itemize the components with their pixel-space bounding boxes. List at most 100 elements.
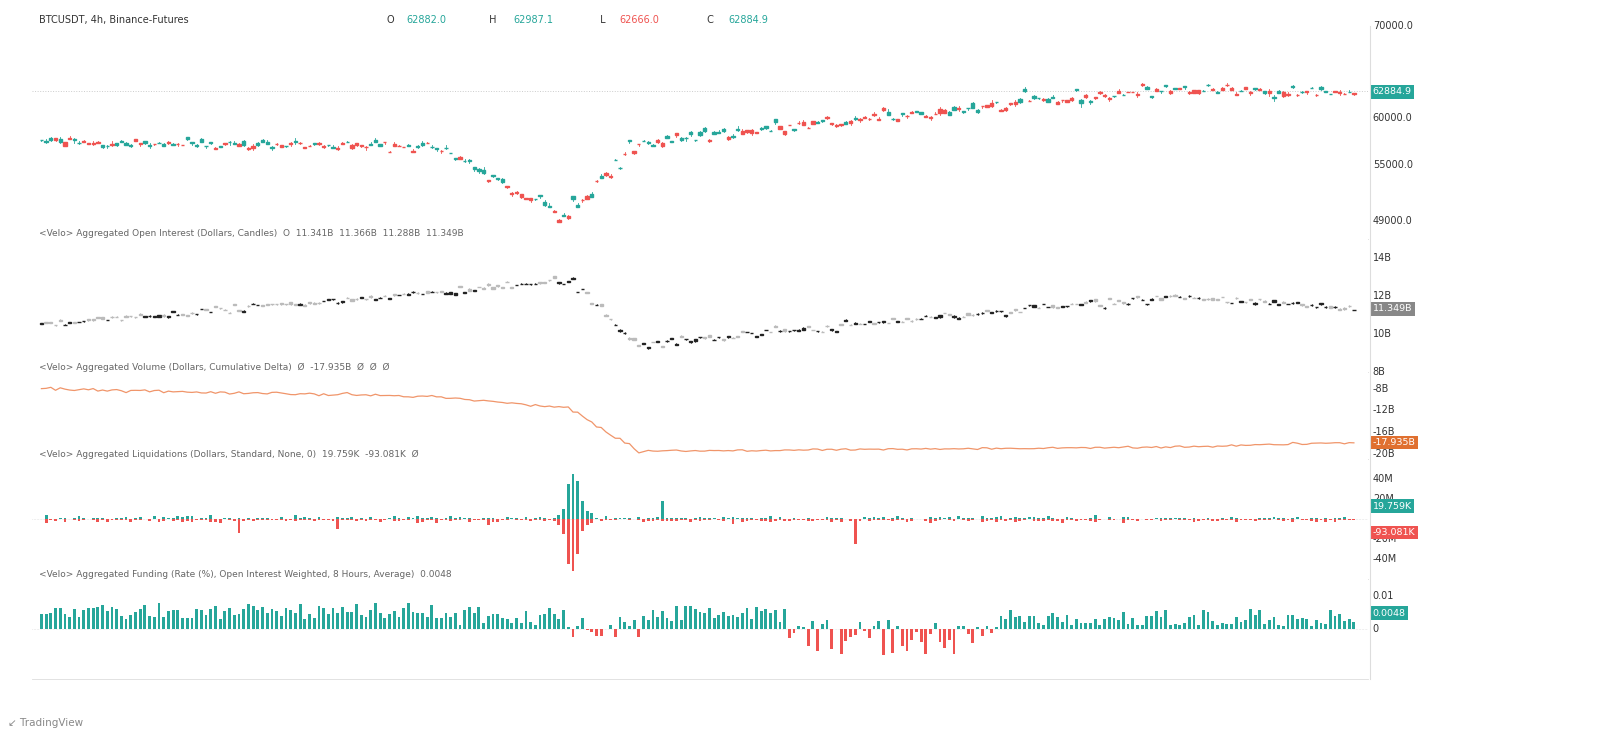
Bar (1182, 623, 1186, 630)
Bar (915, 111, 918, 113)
Bar (486, 616, 490, 630)
Bar (397, 519, 400, 520)
Bar (571, 519, 574, 571)
Bar (610, 625, 613, 630)
Bar (731, 519, 734, 523)
Bar (746, 518, 749, 519)
Bar (314, 519, 315, 521)
Text: H: H (486, 15, 496, 25)
Bar (1019, 616, 1021, 630)
Bar (571, 278, 574, 279)
Bar (299, 518, 301, 519)
Bar (1141, 624, 1144, 630)
Bar (237, 519, 240, 533)
Bar (147, 145, 152, 146)
Bar (1005, 619, 1006, 630)
Bar (1179, 518, 1181, 519)
Bar (1240, 519, 1242, 520)
Text: 11.349B: 11.349B (1373, 304, 1413, 313)
Bar (166, 611, 170, 630)
Bar (195, 144, 198, 146)
Bar (939, 519, 941, 520)
Bar (120, 616, 123, 630)
Bar (350, 519, 354, 520)
Bar (632, 152, 635, 153)
Bar (557, 515, 560, 519)
Bar (746, 608, 749, 630)
Bar (962, 626, 965, 630)
Text: <Velo> Aggregated Volume (Dollars, Cumulative Delta)  Ø  -17.935B  Ø  Ø  Ø: <Velo> Aggregated Volume (Dollars, Cumul… (38, 363, 389, 372)
Bar (360, 519, 363, 520)
Bar (86, 608, 90, 630)
Bar (459, 624, 461, 630)
Bar (859, 621, 861, 630)
Bar (270, 147, 274, 149)
Bar (1000, 516, 1003, 519)
Bar (939, 630, 941, 642)
Bar (64, 143, 67, 146)
Text: <Velo> Aggregated Funding (Rate (%), Open Interest Weighted, 8 Hours, Average)  : <Velo> Aggregated Funding (Rate (%), Ope… (38, 569, 451, 579)
Bar (1018, 99, 1021, 102)
Bar (661, 611, 664, 630)
Bar (586, 519, 589, 526)
Bar (78, 519, 80, 520)
Bar (872, 518, 875, 519)
Bar (515, 192, 518, 193)
Bar (901, 630, 904, 646)
Bar (576, 519, 579, 554)
Bar (690, 606, 693, 630)
Bar (1334, 518, 1336, 519)
Bar (886, 111, 890, 115)
Bar (1122, 612, 1125, 630)
Bar (350, 299, 354, 301)
Bar (1230, 517, 1234, 519)
Bar (1240, 622, 1242, 630)
Bar (322, 608, 325, 630)
Bar (1085, 94, 1088, 97)
Bar (101, 518, 104, 519)
Bar (534, 519, 536, 520)
Bar (477, 169, 480, 171)
Bar (656, 517, 659, 519)
Bar (464, 518, 466, 519)
Bar (642, 519, 645, 522)
Bar (637, 630, 640, 638)
Bar (304, 519, 306, 520)
Bar (760, 519, 763, 521)
Bar (1032, 517, 1035, 519)
Bar (525, 611, 528, 630)
Bar (882, 108, 885, 111)
Bar (482, 170, 485, 173)
Bar (966, 313, 970, 315)
Bar (96, 519, 99, 522)
Bar (877, 519, 880, 520)
Bar (990, 102, 994, 105)
Bar (435, 518, 438, 519)
Bar (1235, 617, 1238, 630)
Bar (765, 518, 768, 519)
Bar (477, 607, 480, 630)
Bar (1197, 519, 1200, 521)
Bar (115, 518, 118, 519)
Bar (939, 517, 941, 519)
Bar (835, 124, 838, 127)
Bar (496, 614, 499, 630)
Bar (1170, 519, 1171, 520)
Bar (1173, 88, 1176, 89)
Bar (106, 519, 109, 522)
Bar (290, 302, 293, 305)
Bar (1046, 99, 1050, 102)
Bar (1000, 519, 1003, 520)
Bar (450, 617, 453, 630)
Bar (811, 122, 814, 124)
Bar (384, 519, 386, 520)
Bar (435, 148, 438, 149)
Bar (440, 519, 443, 520)
Bar (1182, 86, 1186, 87)
Bar (402, 519, 405, 520)
Bar (850, 519, 851, 521)
Bar (1342, 308, 1346, 310)
Bar (171, 519, 174, 520)
Bar (1216, 624, 1219, 630)
Bar (765, 519, 768, 520)
